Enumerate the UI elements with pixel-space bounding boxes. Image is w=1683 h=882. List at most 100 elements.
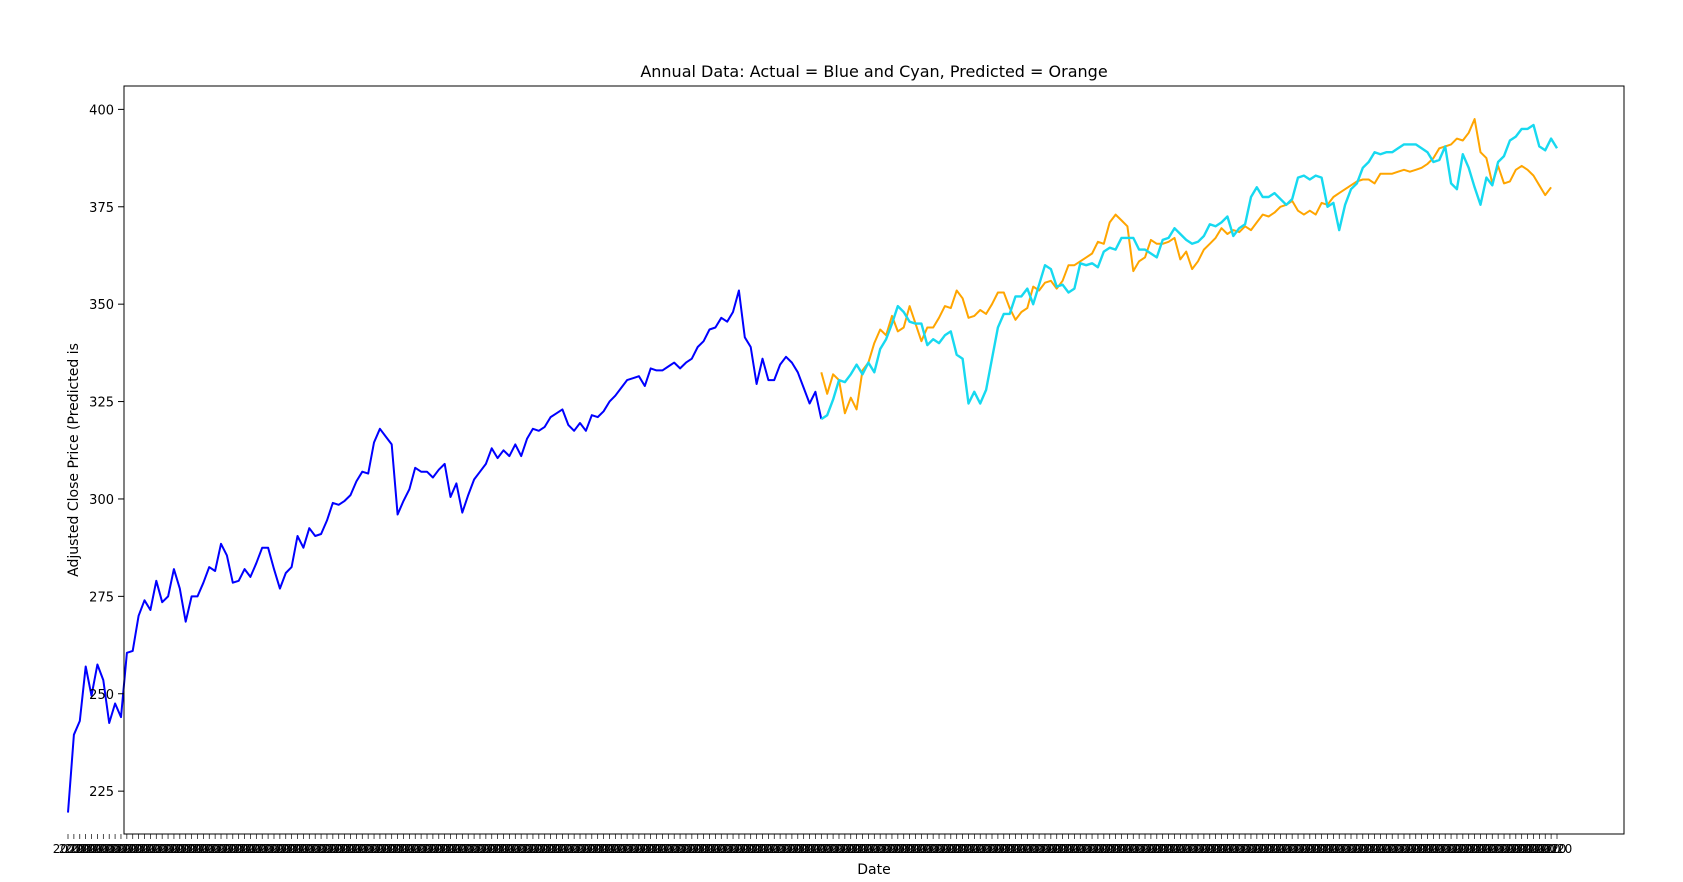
x-tick-label: 2020 [553, 842, 584, 856]
x-tick-label: 2020 [871, 842, 902, 856]
x-tick-label: 2020 [877, 842, 908, 856]
x-tick-label: 2020 [188, 842, 219, 856]
x-tick-label: 2020 [153, 842, 184, 856]
x-tick-label: 2020 [741, 842, 772, 856]
x-tick-label: 2020 [535, 842, 566, 856]
x-tick-label: 2020 [365, 842, 396, 856]
x-tick-label: 2020 [783, 842, 814, 856]
x-tick-label: 2020 [429, 842, 460, 856]
x-tick-label: 2020 [983, 842, 1014, 856]
x-tick-label: 2020 [682, 842, 713, 856]
x-tick-label: 2020 [1183, 842, 1214, 856]
series-line-predicted [820, 118, 1552, 415]
x-tick-label: 2020 [459, 842, 490, 856]
x-tick-label: 2020 [965, 842, 996, 856]
chart-title: Annual Data: Actual = Blue and Cyan, Pre… [640, 62, 1107, 81]
x-tick-label: 2020 [235, 842, 266, 856]
x-tick-label: 2020 [1501, 842, 1532, 856]
x-tick-label: 2020 [288, 842, 319, 856]
x-tick-label: 2020 [1153, 842, 1184, 856]
x-tick-label: 2020 [1459, 842, 1490, 856]
y-axis: 225 250 275 300 325 350 375 400 [89, 103, 124, 800]
x-tick-label: 2020 [1518, 842, 1549, 856]
x-tick-label: 2020 [1242, 842, 1273, 856]
x-tick-label: 2020 [500, 842, 531, 856]
x-tick-label: 2020 [1165, 842, 1196, 856]
x-tick-label: 2020 [806, 842, 837, 856]
x-tick-label: 2020 [94, 842, 125, 856]
x-tick-label: 2020 [977, 842, 1008, 856]
x-tick-label: 2020 [1112, 842, 1143, 856]
x-tick-label: 2020 [647, 842, 678, 856]
x-tick-label: 2020 [123, 842, 154, 856]
x-tick-label: 2020 [247, 842, 278, 856]
x-tick-label: 2020 [788, 842, 819, 856]
x-tick-label: 2020 [276, 842, 307, 856]
x-tick-label: 2020 [82, 842, 113, 856]
x-tick-label: 2020 [612, 842, 643, 856]
x-tick-label: 2020 [476, 842, 507, 856]
x-tick-label: 2020 [841, 842, 872, 856]
x-tick-label: 2020 [1536, 842, 1567, 856]
y-tick-label: 250 [89, 688, 114, 703]
x-tick-label: 2020 [1053, 842, 1084, 856]
x-tick-label: 2020 [300, 842, 331, 856]
x-tick-label: 2020 [1283, 842, 1314, 856]
x-tick-label: 2020 [412, 842, 443, 856]
x-tick-label: 2020 [524, 842, 555, 856]
series-line-actual-training [67, 289, 823, 813]
x-tick-label: 2020 [1236, 842, 1267, 856]
x-tick-label: 2020 [200, 842, 231, 856]
x-tick-label: 2020 [618, 842, 649, 856]
series-line-actual-test [820, 123, 1559, 421]
x-tick-label: 2020 [318, 842, 349, 856]
x-tick-label: 2020 [1430, 842, 1461, 856]
x-tick-label: 2020 [388, 842, 419, 856]
x-tick-label: 2020 [359, 842, 390, 856]
x-tick-label: 2020 [624, 842, 655, 856]
x-tick-label: 2020 [894, 842, 925, 856]
x-tick-label: 2020 [653, 842, 684, 856]
x-tick-label: 2020 [712, 842, 743, 856]
x-tick-label: 2020 [1542, 842, 1573, 856]
x-tick-label: 2020 [641, 842, 672, 856]
x-tick-label: 2020 [1200, 842, 1231, 856]
x-tick-label: 2020 [735, 842, 766, 856]
x-tick-label: 2020 [100, 842, 131, 856]
x-tick-label: 2020 [1118, 842, 1149, 856]
x-tick-label: 2020 [53, 842, 84, 856]
x-tick-label: 2020 [1177, 842, 1208, 856]
x-tick-label: 2020 [435, 842, 466, 856]
x-tick-label: 2020 [312, 842, 343, 856]
y-tick-label: 400 [89, 103, 114, 118]
y-axis-label: Adjusted Close Price (Predicted is [66, 343, 82, 577]
x-tick-label: 2020 [1365, 842, 1396, 856]
x-tick-label: 2020 [1524, 842, 1555, 856]
x-tick-label: 2020 [730, 842, 761, 856]
x-tick-label: 2020 [1389, 842, 1420, 856]
x-tick-label: 2020 [1400, 842, 1431, 856]
x-tick-label: 2020 [812, 842, 843, 856]
x-tick-label: 2020 [1012, 842, 1043, 856]
x-tick-label: 2020 [1147, 842, 1178, 856]
x-tick-label: 2020 [659, 842, 690, 856]
x-tick-label: 2020 [518, 842, 549, 856]
x-tick-label: 2020 [1106, 842, 1137, 856]
series-layer [67, 118, 1559, 813]
x-tick-label: 2020 [688, 842, 719, 856]
x-tick-label: 2020 [765, 842, 796, 856]
x-tick-label: 2020 [1289, 842, 1320, 856]
x-tick-label: 2020 [1353, 842, 1384, 856]
x-tick-label: 2020 [382, 842, 413, 856]
x-tick-label: 2020 [212, 842, 243, 856]
x-tick-label: 2020 [347, 842, 378, 856]
x-tick-label: 2020 [1189, 842, 1220, 856]
x-tick-label: 2020 [1406, 842, 1437, 856]
x-tick-label: 2020 [753, 842, 784, 856]
x-tick-label: 2020 [835, 842, 866, 856]
x-tick-label: 2020 [700, 842, 731, 856]
x-tick-label: 2020 [629, 842, 660, 856]
y-tick-label: 275 [89, 590, 114, 605]
